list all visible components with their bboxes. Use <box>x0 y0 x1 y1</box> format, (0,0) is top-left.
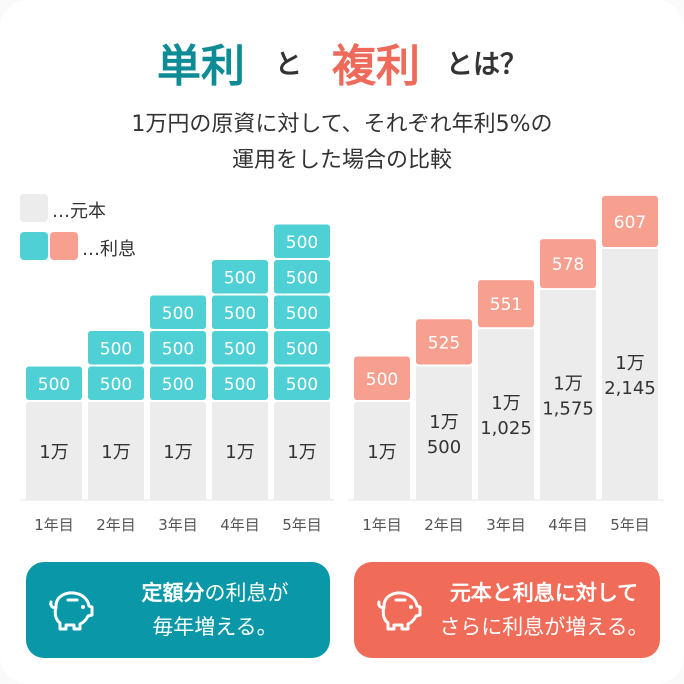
x-tick-label: 1年目 <box>34 516 74 534</box>
title-tail: とは？ <box>446 49 527 81</box>
x-tick-label: 5年目 <box>282 516 322 534</box>
interest-label: 500 <box>162 339 194 359</box>
piggy-bank-icon <box>49 591 94 631</box>
interest-label: 500 <box>38 375 70 395</box>
interest-block <box>212 331 268 365</box>
interest-block <box>212 260 268 294</box>
interest-block <box>88 331 144 365</box>
interest-label: 500 <box>162 304 194 324</box>
principal-bar <box>354 402 410 500</box>
callout-left-line2: 毎年増える。 <box>152 615 278 639</box>
principal-label: 1,025 <box>480 418 532 439</box>
principal-label: 1万 <box>553 374 582 395</box>
interest-block <box>88 366 144 400</box>
principal-label: 1万 <box>615 353 644 374</box>
legend-interest-simple-swatch <box>20 232 48 260</box>
simple-interest-chart: 1万 500 1年目 1万 500 500 2年目 1万 500 500 500 3年目 1万 500 50… <box>20 224 334 534</box>
interest-label: 500 <box>286 375 318 395</box>
interest-label: 607 <box>614 213 646 233</box>
principal-label: 2,145 <box>604 378 656 399</box>
page-title: 単利と複利 とは？ <box>0 30 684 94</box>
principal-label: 1万 <box>225 442 254 463</box>
principal-bar <box>540 290 596 500</box>
subtitle-line-2: 運用をした場合の比較 <box>231 148 452 173</box>
title-simple-interest: 単利 <box>157 41 245 92</box>
interest-label: 551 <box>490 295 522 315</box>
x-tick-label: 5年目 <box>610 516 650 534</box>
subtitle-line-1: 1万円の原資に対して、それぞれ年利5%の <box>131 112 553 137</box>
interest-label: 500 <box>100 375 132 395</box>
interest-block <box>26 366 82 400</box>
x-tick-label: 4年目 <box>220 516 260 534</box>
principal-bar <box>274 402 330 500</box>
principal-label: 1万 <box>491 393 520 414</box>
principal-label: 1万 <box>367 442 396 463</box>
interest-block <box>274 295 330 329</box>
principal-label: 1万 <box>39 442 68 463</box>
principal-bar <box>416 366 472 500</box>
callout-left-bold: 定額分 <box>141 581 205 605</box>
x-tick-label: 4年目 <box>548 516 588 534</box>
simple-interest-callout: 定額分の利息が 毎年増える。 <box>26 562 330 658</box>
callout-right-line2: さらに利息が増える。 <box>439 615 649 639</box>
interest-label: 500 <box>224 304 256 324</box>
interest-block <box>274 260 330 294</box>
interest-block <box>212 295 268 329</box>
interest-block <box>274 366 330 400</box>
principal-bar <box>478 329 534 500</box>
interest-block <box>212 366 268 400</box>
title-conjunction: と <box>275 49 302 81</box>
interest-label: 500 <box>224 268 256 288</box>
x-tick-label: 1年目 <box>362 516 402 534</box>
principal-label: 500 <box>427 437 461 458</box>
x-tick-label: 3年目 <box>158 516 198 534</box>
interest-block <box>150 331 206 365</box>
interest-block <box>150 295 206 329</box>
interest-label: 500 <box>286 339 318 359</box>
interest-block <box>416 319 472 365</box>
principal-bar <box>212 402 268 500</box>
interest-block <box>354 356 410 400</box>
principal-label: 1万 <box>429 412 458 433</box>
legend-interest-compound-swatch <box>50 232 78 260</box>
interest-label: 500 <box>286 268 318 288</box>
interest-label: 500 <box>286 233 318 253</box>
interest-block <box>274 224 330 258</box>
x-tick-label: 2年目 <box>96 516 136 534</box>
principal-bar <box>26 402 82 500</box>
principal-bar <box>602 248 658 500</box>
interest-label: 525 <box>428 333 460 353</box>
callout-right-line1: 元本と利息に対して <box>449 581 639 605</box>
principal-label: 1万 <box>101 442 130 463</box>
legend-principal-swatch <box>20 194 48 222</box>
x-tick-label: 2年目 <box>424 516 464 534</box>
compound-interest-chart: 1万 500 1年目 1万 500 525 2年目 1万 1,025 551 3年目 1万 1,575 5… <box>348 195 664 534</box>
callout-left-rest: の利息が <box>204 581 289 605</box>
x-tick-label: 3年目 <box>486 516 526 534</box>
interest-block <box>540 239 596 289</box>
principal-label: 1,575 <box>542 399 594 420</box>
interest-label: 500 <box>286 304 318 324</box>
principal-bar <box>88 402 144 500</box>
title-compound-interest: 複利 <box>332 41 420 92</box>
interest-label: 500 <box>162 375 194 395</box>
legend-interest-label: …利息 <box>82 239 136 260</box>
principal-bar <box>150 402 206 500</box>
interest-label: 500 <box>100 339 132 359</box>
principal-label: 1万 <box>163 442 192 463</box>
interest-block <box>150 366 206 400</box>
interest-label: 500 <box>224 339 256 359</box>
interest-block <box>602 195 658 247</box>
compound-interest-callout: 元本と利息に対して さらに利息が増える。 <box>354 562 660 658</box>
interest-label: 578 <box>552 255 584 275</box>
legend-principal-label: …元本 <box>52 201 106 222</box>
interest-label: 500 <box>366 370 398 390</box>
interest-block <box>478 280 534 328</box>
interest-label: 500 <box>224 375 256 395</box>
piggy-bank-icon <box>377 591 422 631</box>
interest-block <box>274 331 330 365</box>
principal-label: 1万 <box>287 442 316 463</box>
